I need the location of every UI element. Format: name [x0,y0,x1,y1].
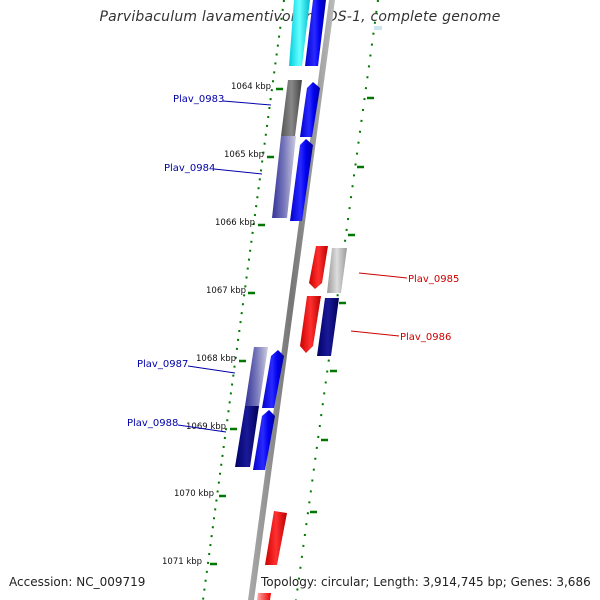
tick-label: 1068 kbp [196,354,236,364]
gene-feature-purple[interactable] [272,136,296,218]
gene-feature-gray[interactable] [281,80,302,136]
genome-summary: Topology: circular; Length: 3,914,745 bp… [261,575,591,589]
gene-feature-plav-0986[interactable] [317,298,339,356]
accession-label: Accession: [9,575,73,589]
gene-feature-purple-2[interactable] [245,347,268,406]
gene-features [235,0,382,600]
tick-marks [210,87,283,566]
label-connectors [177,100,408,433]
gene-label-plav-0985[interactable]: Plav_0985 [408,274,459,285]
tick-label: 1065 kbp [224,150,264,160]
gene-label-plav-0988[interactable]: Plav_0988 [127,418,178,429]
gene-label-plav-0983[interactable]: Plav_0983 [173,94,224,105]
gene-feature-plav-0984[interactable] [290,139,313,221]
gene-feature-red[interactable] [300,296,321,353]
gene-feature-lightgray[interactable] [327,248,347,293]
inner-dotted-arc [202,0,285,600]
gene-feature-faint [374,26,382,30]
gene-feature-red-bottom[interactable] [265,511,287,565]
tick-label: 1070 kbp [174,489,214,499]
tick-label: 1064 kbp [231,82,271,92]
tick-label: 1071 kbp [162,557,202,567]
gene-feature-plav-0988[interactable] [253,410,275,470]
accession-value: NC_009719 [76,575,146,589]
accession-info: Accession: NC_009719 [9,575,145,589]
gene-feature-plav-0987[interactable] [262,350,284,408]
tick-label: 1069 kbp [186,422,226,432]
length-label: Length: [373,575,419,589]
gene-feature-navy[interactable] [235,406,259,467]
gene-feature-cyan[interactable] [289,0,310,66]
outer-dotted-arc [295,0,379,600]
gene-feature-pink-bottom[interactable] [257,593,271,600]
topology-value: circular [320,575,366,589]
tick-label: 1067 kbp [206,286,246,296]
gene-label-plav-0987[interactable]: Plav_0987 [137,359,188,370]
gene-label-plav-0984[interactable]: Plav_0984 [164,163,215,174]
gene-label-plav-0986[interactable]: Plav_0986 [400,332,451,343]
length-value: 3,914,745 bp [422,575,503,589]
tick-label: 1066 kbp [215,218,255,228]
genome-backbone [248,0,335,600]
topology-label: Topology: [261,575,318,589]
genes-value: 3,686 [556,575,591,589]
gene-feature-blue[interactable] [305,0,326,66]
gene-feature-plav-0983[interactable] [300,82,320,137]
genes-label: Genes: [510,575,553,589]
outer-tick-marks [310,96,374,514]
gene-feature-plav-0985[interactable] [309,246,328,289]
